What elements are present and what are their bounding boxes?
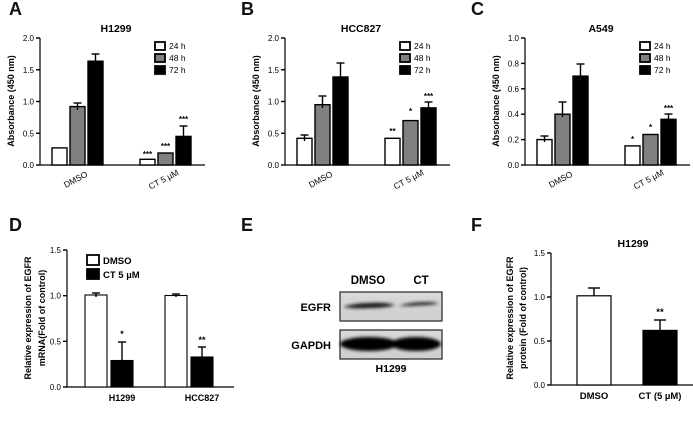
svg-text:mRNA(Fold of control): mRNA(Fold of control) [37, 270, 47, 366]
svg-text:0.0: 0.0 [534, 381, 546, 390]
svg-text:**: ** [656, 307, 664, 318]
svg-text:48 h: 48 h [654, 53, 671, 63]
svg-text:1.0: 1.0 [508, 34, 520, 43]
svg-text:CT 5 µM: CT 5 µM [103, 270, 140, 281]
svg-text:*: * [120, 329, 124, 339]
svg-text:0.0: 0.0 [508, 161, 520, 170]
svg-text:0.2: 0.2 [508, 136, 520, 145]
svg-text:72 h: 72 h [654, 65, 671, 75]
svg-text:0.8: 0.8 [508, 59, 520, 68]
svg-text:**: ** [389, 127, 396, 136]
svg-text:H1299: H1299 [618, 238, 649, 250]
svg-text:24 h: 24 h [169, 41, 186, 51]
svg-text:48 h: 48 h [169, 53, 186, 63]
svg-text:GAPDH: GAPDH [291, 340, 331, 352]
svg-text:CT 5 µM: CT 5 µM [632, 167, 665, 191]
svg-text:HCC827: HCC827 [185, 393, 220, 403]
svg-text:H1299: H1299 [109, 393, 136, 403]
svg-text:Absorbance (450 nm): Absorbance (450 nm) [251, 55, 261, 147]
svg-text:1.0: 1.0 [23, 98, 35, 107]
svg-text:*: * [409, 107, 413, 116]
svg-text:DMSO: DMSO [547, 169, 575, 190]
svg-text:DMSO: DMSO [103, 256, 132, 267]
svg-text:0.0: 0.0 [50, 383, 62, 392]
svg-text:24 h: 24 h [654, 41, 671, 51]
svg-text:Absorbance (450 nm): Absorbance (450 nm) [6, 55, 16, 147]
svg-text:CT: CT [413, 275, 428, 287]
svg-text:Relative expression of EGFR: Relative expression of EGFR [505, 256, 515, 380]
svg-text:DMSO: DMSO [351, 275, 386, 287]
svg-text:A549: A549 [588, 23, 613, 35]
svg-text:1.5: 1.5 [268, 66, 280, 75]
svg-text:H1299: H1299 [101, 23, 132, 35]
svg-text:72 h: 72 h [169, 65, 186, 75]
svg-text:H1299: H1299 [376, 363, 407, 375]
svg-text:1.5: 1.5 [534, 249, 546, 258]
svg-text:0.6: 0.6 [508, 85, 520, 94]
svg-text:48 h: 48 h [414, 53, 431, 63]
svg-text:***: *** [664, 104, 674, 113]
svg-text:1.5: 1.5 [23, 66, 35, 75]
svg-text:***: *** [179, 115, 189, 124]
svg-text:DMSO: DMSO [62, 169, 90, 190]
svg-text:0.5: 0.5 [534, 337, 546, 346]
svg-text:0.5: 0.5 [50, 337, 62, 346]
svg-text:Absorbance (450 nm): Absorbance (450 nm) [491, 55, 501, 147]
svg-text:DMSO: DMSO [307, 169, 335, 190]
svg-text:Relative expression of EGFR: Relative expression of EGFR [23, 256, 33, 380]
svg-text:1.0: 1.0 [268, 98, 280, 107]
svg-text:***: *** [143, 150, 153, 159]
svg-text:1.0: 1.0 [534, 293, 546, 302]
svg-text:*: * [649, 123, 653, 132]
svg-text:0.4: 0.4 [508, 110, 520, 119]
svg-text:72 h: 72 h [414, 65, 431, 75]
svg-text:1.5: 1.5 [50, 246, 62, 255]
svg-text:0.5: 0.5 [268, 129, 280, 138]
svg-text:CT 5 µM: CT 5 µM [147, 167, 180, 191]
svg-text:**: ** [198, 335, 206, 345]
svg-text:DMSO: DMSO [580, 391, 609, 402]
svg-text:***: *** [161, 142, 171, 151]
svg-text:2.0: 2.0 [268, 34, 280, 43]
svg-text:HCC827: HCC827 [341, 23, 381, 35]
svg-text:protein (Fold of control): protein (Fold of control) [518, 267, 528, 369]
svg-text:2.0: 2.0 [23, 34, 35, 43]
svg-text:0.5: 0.5 [23, 129, 35, 138]
svg-text:***: *** [424, 92, 434, 101]
svg-text:EGFR: EGFR [300, 302, 331, 314]
svg-text:*: * [631, 135, 635, 144]
svg-text:0.0: 0.0 [23, 161, 35, 170]
svg-text:CT 5 µM: CT 5 µM [392, 167, 425, 191]
svg-text:24 h: 24 h [414, 41, 431, 51]
svg-text:0.0: 0.0 [268, 161, 280, 170]
svg-text:1.0: 1.0 [50, 292, 62, 301]
svg-text:CT (5 µM): CT (5 µM) [639, 391, 682, 402]
